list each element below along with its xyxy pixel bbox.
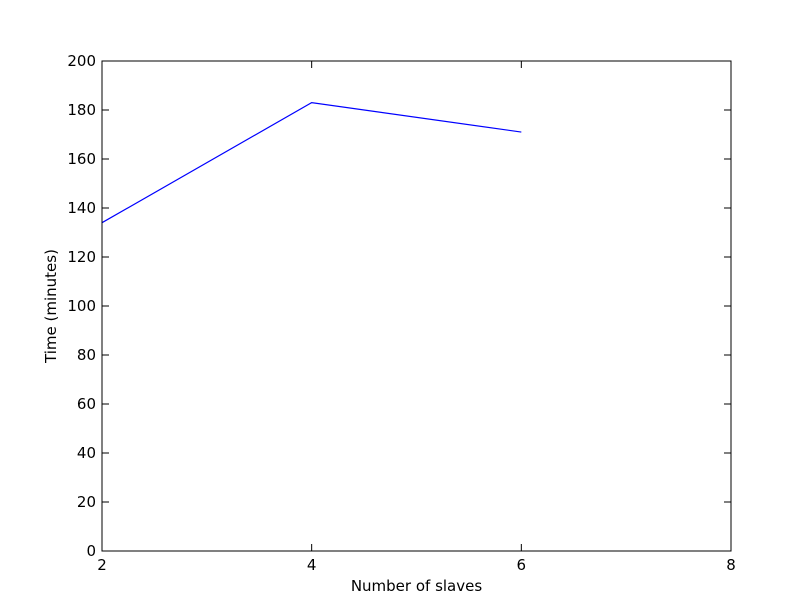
y-tick-label: 160 [67,150,96,168]
series-layer [101,102,522,224]
y-axis-label: Time (minutes) [42,249,60,364]
y-tick-label: 180 [67,101,96,119]
y-tick-label: 20 [77,493,96,511]
y-tick-label: 80 [77,346,96,364]
y-tick-label: 120 [67,248,96,266]
plot-area-frame [101,60,732,552]
x-tick-label: 2 [97,556,107,574]
x-axis-label: Number of slaves [351,577,483,595]
x-tick-label: 6 [517,556,527,574]
y-tick-label: 0 [86,542,96,560]
series-line-0 [101,102,522,224]
x-tick-label: 4 [307,556,317,574]
y-tick-label: 200 [67,52,96,70]
x-tick-label: 8 [726,556,736,574]
y-tick-label: 100 [67,297,96,315]
y-tick-label: 140 [67,199,96,217]
y-tick-label: 60 [77,395,96,413]
y-tick-label: 40 [77,444,96,462]
